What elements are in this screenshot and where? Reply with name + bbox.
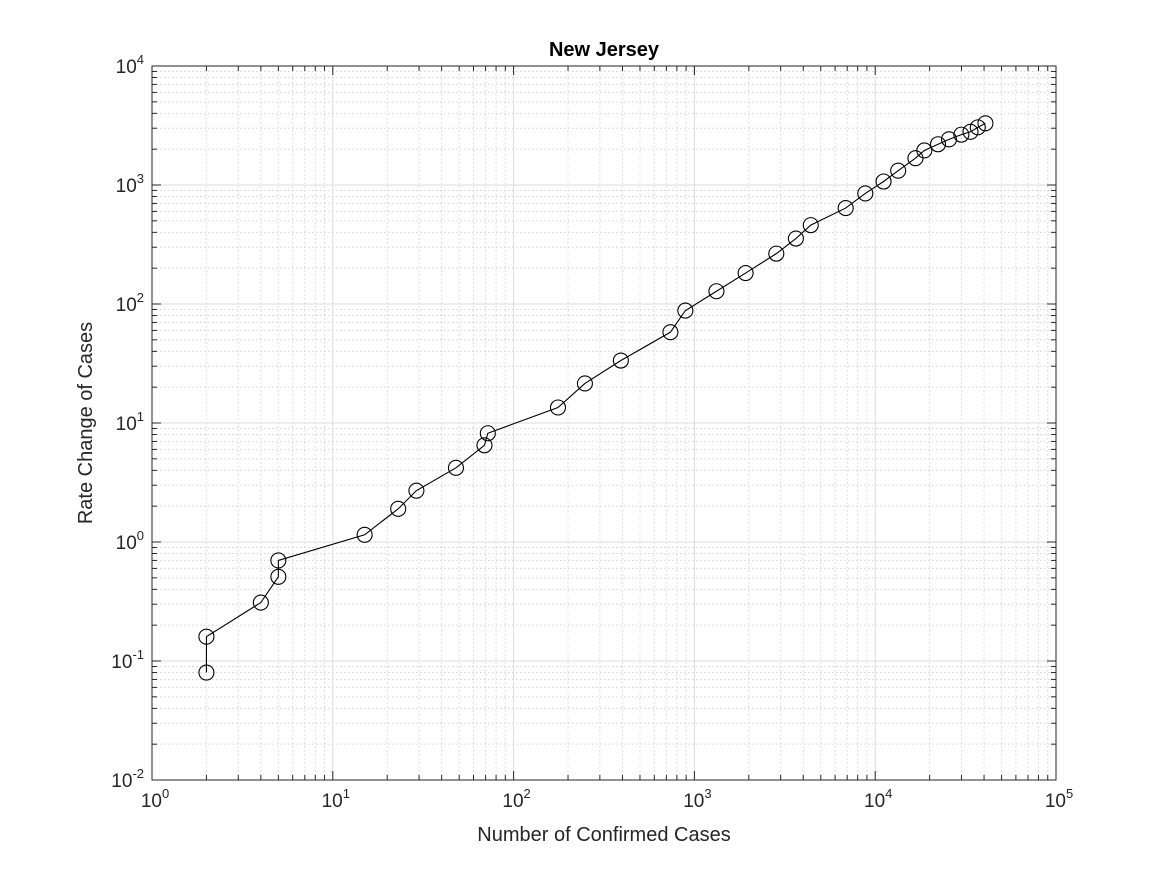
y-axis-title: Rate Change of Cases (75, 322, 97, 524)
data-point (408, 482, 425, 499)
series-line (205, 122, 986, 673)
data-point (737, 265, 754, 282)
data-point (270, 552, 287, 569)
data-point (977, 115, 994, 132)
data-point (252, 594, 269, 611)
data-point (576, 375, 593, 392)
x-tick-label: 105 (1045, 786, 1073, 812)
y-tick-label: 104 (116, 52, 144, 78)
x-tick-label: 100 (141, 786, 169, 812)
data-point (708, 283, 725, 300)
y-tick-label: 100 (116, 528, 144, 554)
data-point (677, 302, 694, 319)
data-point (612, 352, 629, 369)
y-tick-label: 10-1 (111, 647, 144, 673)
data-point (390, 500, 407, 517)
x-tick-label: 102 (502, 786, 530, 812)
data-point (198, 628, 215, 645)
y-tick-label: 102 (116, 290, 144, 316)
data-point (875, 173, 892, 190)
x-tick-label: 104 (864, 786, 892, 812)
axis-ticks (151, 65, 1057, 781)
data-point (929, 136, 947, 153)
x-tick-label: 103 (683, 786, 711, 812)
y-tick-label: 103 (116, 171, 144, 197)
data-point (969, 119, 986, 136)
data-point (476, 437, 493, 454)
y-tick-label: 101 (116, 409, 144, 435)
data-point (198, 664, 215, 681)
data-point (479, 425, 496, 442)
data-point (890, 162, 907, 179)
y-tick-labels: 10-2 10-1 100 101 102 103 104 (111, 52, 144, 792)
data-point (447, 459, 465, 476)
x-tick-labels: 100 101 102 103 104 105 (141, 786, 1073, 812)
data-point (837, 200, 854, 217)
data-point (356, 526, 373, 543)
data-point (916, 142, 933, 159)
data-markers (198, 115, 994, 681)
data-point (802, 217, 819, 234)
chart-title: New Jersey (549, 39, 660, 61)
data-point (549, 399, 567, 416)
data-point (940, 131, 958, 148)
x-axis-title: Number of Confirmed Cases (477, 824, 730, 846)
data-point (857, 185, 874, 202)
y-tick-label: 10-2 (111, 766, 144, 792)
data-point (787, 230, 804, 247)
data-point (953, 126, 970, 143)
data-point (768, 245, 785, 262)
x-tick-label: 101 (322, 786, 350, 812)
data-point (270, 568, 287, 585)
data-point (662, 324, 679, 341)
